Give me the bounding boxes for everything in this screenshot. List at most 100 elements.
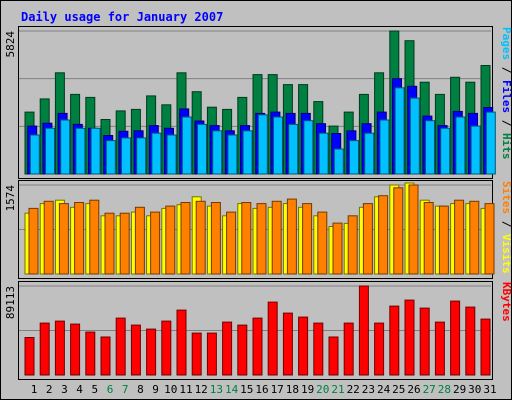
chart-title: Daily usage for January 2007 (21, 10, 224, 24)
bar-kbytes (24, 337, 35, 376)
bar-kbytes (450, 300, 461, 376)
bar-sites (408, 184, 419, 275)
legend-entry: / (500, 60, 511, 80)
legend-entry: Files (500, 80, 511, 113)
bar-kbytes (282, 312, 293, 376)
bar-kbytes (115, 317, 126, 376)
bar-kbytes (176, 309, 187, 376)
x-tick-label: 25 (392, 383, 405, 396)
bar-pages (455, 116, 466, 175)
legend-top: Pages / Files / Hits (500, 27, 511, 160)
legend-entry: / (500, 214, 511, 234)
bar-sites (58, 203, 69, 275)
x-tick-label: 23 (362, 383, 375, 396)
bar-kbytes (39, 322, 50, 376)
x-tick-label: 7 (122, 383, 129, 396)
legend-bottom: KBytes (500, 282, 511, 322)
bar-kbytes (267, 301, 278, 376)
bar-sites (271, 200, 282, 275)
bar-sites (484, 203, 495, 275)
bar-pages (394, 87, 405, 175)
bar-kbytes (389, 305, 400, 376)
bar-kbytes (465, 306, 476, 376)
x-tick-label: 29 (453, 383, 466, 396)
bar-sites (226, 211, 237, 275)
bar-sites (393, 187, 404, 275)
bar-pages (227, 134, 238, 175)
bar-pages (440, 127, 451, 175)
bar-kbytes (419, 307, 430, 376)
bar-kbytes (100, 336, 111, 376)
bar-pages (470, 125, 481, 175)
bar-pages (333, 148, 344, 175)
bar-sites (469, 200, 480, 275)
x-tick-label: 19 (301, 383, 314, 396)
x-tick-label: 15 (240, 383, 253, 396)
bar-kbytes (70, 323, 81, 376)
bar-sites (195, 200, 206, 275)
bar-sites (347, 215, 358, 275)
x-tick-label: 3 (61, 383, 68, 396)
x-tick-label: 1 (31, 383, 38, 396)
bar-kbytes (237, 324, 248, 376)
bar-sites (332, 222, 343, 275)
bar-sites (438, 205, 449, 275)
x-tick-label: 12 (195, 383, 208, 396)
x-tick-label: 5 (91, 383, 98, 396)
bar-kbytes (54, 320, 65, 376)
x-tick-label: 31 (483, 383, 496, 396)
bar-pages (257, 114, 268, 175)
bar-pages (425, 120, 435, 175)
bar-sites (362, 203, 373, 275)
bar-sites (150, 211, 161, 275)
bar-kbytes (161, 320, 172, 376)
bar-sites (180, 202, 191, 275)
bar-pages (212, 130, 223, 175)
bar-pages (273, 116, 283, 175)
bar-pages (136, 137, 147, 175)
bar-kbytes (191, 332, 202, 376)
bar-pages (197, 123, 207, 175)
bar-kbytes (434, 321, 445, 376)
x-tick-label: 2 (46, 383, 53, 396)
bar-kbytes (146, 328, 157, 376)
ymax-label-bottom: 89113 (4, 286, 17, 319)
bar-pages (45, 127, 55, 175)
bar-pages (485, 111, 496, 175)
bar-pages (303, 120, 314, 175)
bar-pages (75, 127, 86, 175)
bar-kbytes (328, 336, 339, 376)
x-tick-label: 8 (137, 383, 144, 396)
x-tick-label: 13 (210, 383, 223, 396)
bar-sites (134, 206, 145, 275)
bar-sites (210, 202, 221, 275)
x-tick-label: 24 (377, 383, 391, 396)
x-tick-label: 28 (438, 383, 451, 396)
x-tick-label: 30 (468, 383, 481, 396)
bar-sites (74, 202, 85, 275)
bar-kbytes (358, 285, 369, 376)
x-tick-label: 11 (179, 383, 192, 396)
bar-kbytes (206, 332, 217, 376)
bar-sites (256, 203, 267, 275)
x-tick-label: 21 (331, 383, 344, 396)
ymax-label-top: 5824 (4, 31, 17, 58)
bar-kbytes (130, 324, 141, 376)
x-tick-label: 26 (407, 383, 420, 396)
bar-kbytes (222, 321, 233, 376)
bar-sites (286, 198, 297, 275)
bar-kbytes (343, 322, 354, 376)
bar-pages (349, 140, 359, 175)
legend-entry: Pages (500, 27, 511, 60)
bar-sites (317, 211, 328, 275)
legend-entry: / (500, 113, 511, 133)
ymax-label-middle: 1574 (4, 185, 17, 212)
legend-entry: Hits (500, 133, 511, 160)
bar-pages (121, 137, 131, 175)
bar-sites (302, 203, 313, 275)
legend-entry: KBytes (500, 282, 511, 322)
bar-sites (104, 212, 115, 275)
bar-pages (105, 140, 116, 175)
